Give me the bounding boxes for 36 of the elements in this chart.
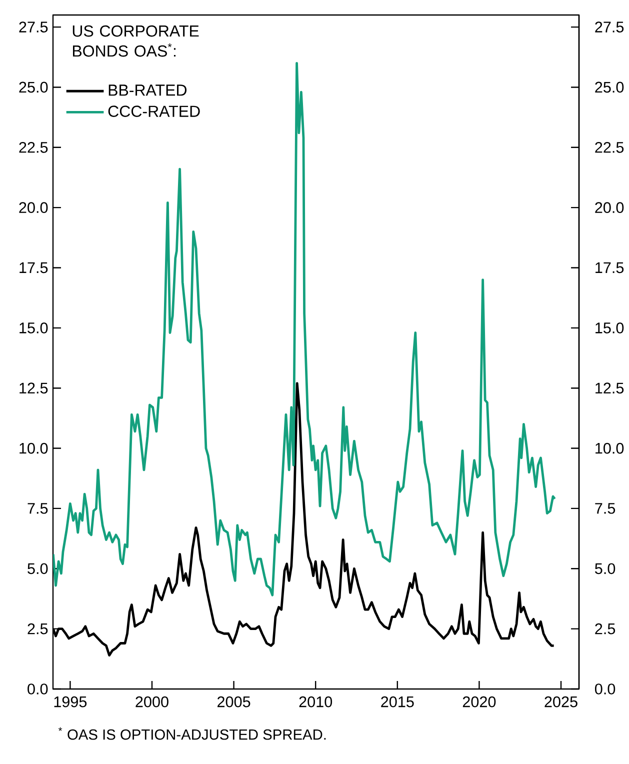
y-tick-label: 5.0	[28, 563, 48, 574]
y-tick-label: 7.5	[28, 503, 48, 514]
x-tick-label: 2015	[381, 696, 414, 708]
y-tick-label: 12.5	[20, 382, 48, 394]
x-tick-label: 2000	[136, 696, 169, 708]
legend-title: US CORPORATE BONDS OAS$^{*}$:	[73, 25, 199, 57]
y-tick-label: 17.5	[20, 262, 48, 274]
y2-tick-label: 7.5	[595, 503, 616, 514]
y-tick-label: 0.0	[28, 684, 48, 694]
legend-label: CCC-RATED	[108, 106, 200, 117]
y2-tick-label: 5.0	[595, 563, 616, 574]
y2-tick-label: 15.0	[596, 322, 624, 334]
x-tick-label: 2010	[299, 696, 332, 708]
y2-tick-label: 12.5	[596, 382, 624, 394]
line-series	[53, 62, 556, 596]
y-tick-label: 25.0	[19, 82, 48, 93]
y-tick-label: 20.0	[19, 202, 48, 213]
y-tick-label: 15.0	[20, 322, 48, 334]
legend-label: BB-RATED	[109, 84, 187, 96]
y2-tick-label: 27.5	[595, 22, 624, 32]
text: $^{*}$ OAS IS OPTION-ADJUSTED SPREAD.	[58, 727, 326, 740]
y2-tick-label: 25.0	[595, 82, 624, 93]
x-tick-label: 2020	[463, 696, 496, 708]
x-tick-label: 2025	[544, 696, 578, 708]
y2-tick-label: 0.0	[595, 684, 616, 694]
y-tick-label: 2.5	[28, 623, 48, 634]
y2-tick-label: 22.5	[595, 142, 624, 153]
y2-tick-label: 20.0	[595, 202, 624, 213]
y2-tick-label: 2.5	[595, 623, 616, 634]
y-tick-label: 22.5	[19, 142, 48, 153]
x-tick-label: 2005	[218, 696, 250, 708]
y-tick-label: 27.5	[19, 22, 48, 32]
y2-tick-label: 10.0	[596, 442, 624, 454]
y2-tick-label: 17.5	[596, 262, 624, 274]
y-tick-label: 10.0	[20, 442, 48, 454]
x-tick-label: 1995	[54, 696, 87, 708]
